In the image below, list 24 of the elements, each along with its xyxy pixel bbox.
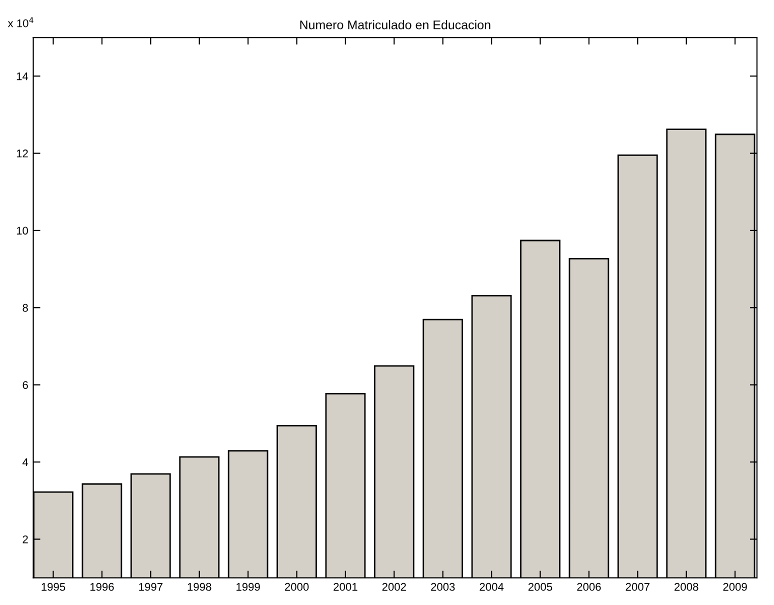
y-tick-label: 4	[22, 458, 28, 466]
y-tick-label: 2	[22, 535, 28, 544]
x-tick-label: 2007	[626, 582, 650, 591]
x-tick-label: 2006	[577, 582, 601, 591]
x-tick-label: 2002	[382, 582, 406, 591]
x-tick-label: 1997	[139, 582, 162, 591]
x-tick-label: 2003	[431, 582, 455, 591]
x-tick-label: 2009	[723, 582, 747, 591]
x-tick-label: 2005	[528, 582, 552, 591]
y-tick-label: 8	[22, 304, 28, 312]
x-tick-label: 2001	[334, 582, 358, 591]
text: x 10$^{4}$	[8, 17, 34, 28]
x-tick-label: 2008	[674, 582, 698, 591]
y-tick-label: 14	[16, 72, 28, 80]
x-tick-label: 1999	[236, 582, 260, 591]
x-tick-label: 1998	[188, 582, 212, 591]
y-tick-label: 6	[22, 381, 28, 389]
x-tick-label: 1996	[90, 582, 114, 591]
x-tick-label: 1995	[42, 582, 66, 591]
y-tick-label: 10	[16, 226, 28, 235]
y-tick-label: 12	[16, 150, 28, 158]
x-tick-label: 2004	[480, 582, 504, 591]
x-tick-label: 2000	[284, 582, 309, 591]
chart-title: Numero Matriculado en Educacion	[300, 20, 490, 30]
